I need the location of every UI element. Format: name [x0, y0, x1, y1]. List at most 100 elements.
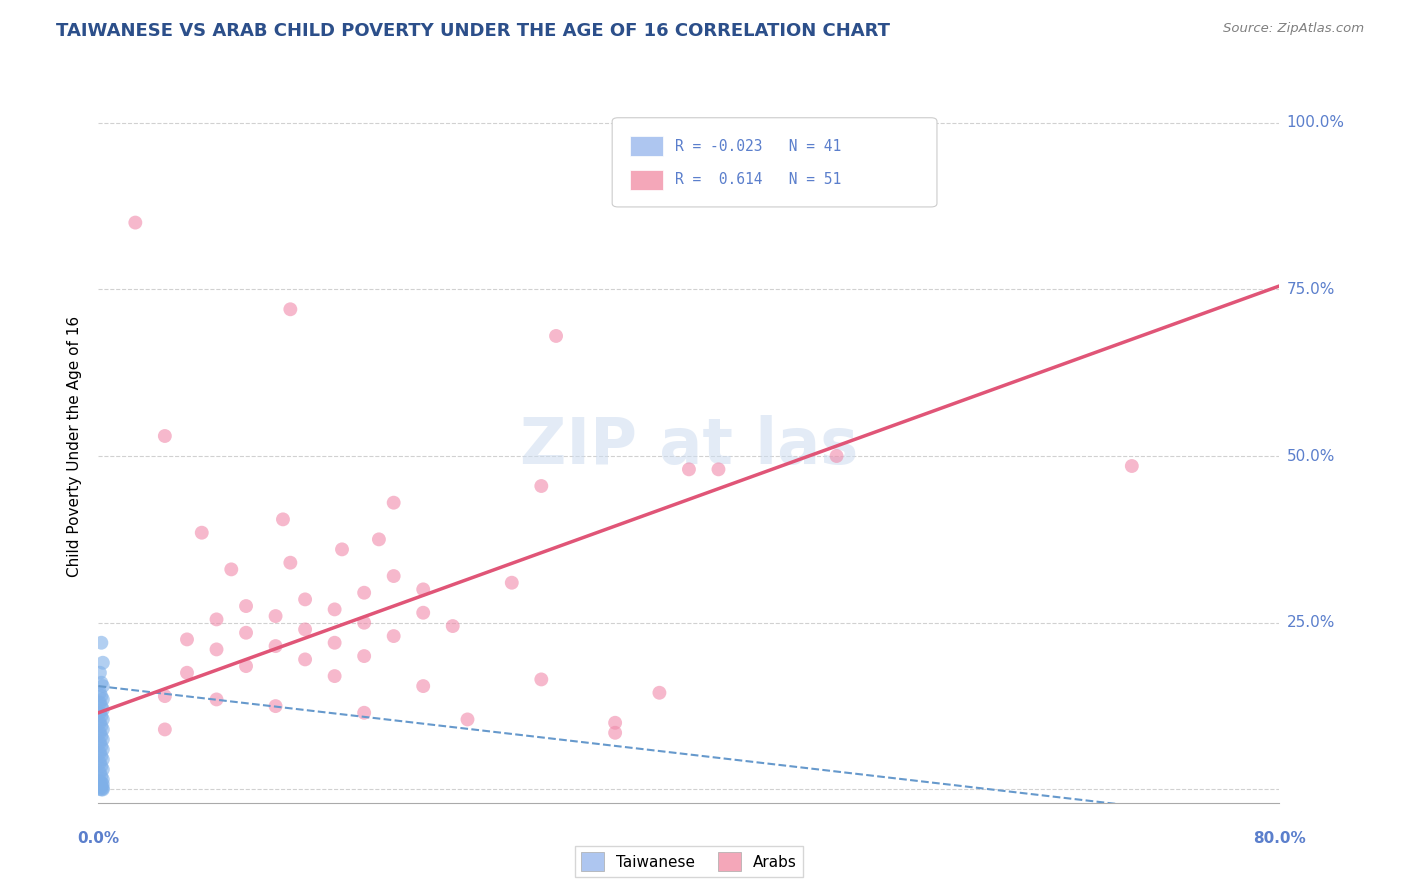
Point — [176, 665, 198, 680]
Point — [90, 689, 112, 703]
Point — [90, 780, 112, 794]
Point — [605, 715, 627, 730]
Point — [124, 216, 146, 230]
Point — [153, 429, 176, 443]
Point — [91, 763, 114, 777]
Point — [530, 479, 553, 493]
Point — [89, 774, 111, 789]
Point — [368, 533, 391, 547]
Point — [825, 449, 848, 463]
Text: Source: ZipAtlas.com: Source: ZipAtlas.com — [1223, 22, 1364, 36]
Point — [235, 659, 257, 673]
Point — [235, 599, 257, 613]
Point — [91, 752, 114, 766]
Text: R =  0.614   N = 51: R = 0.614 N = 51 — [675, 172, 841, 187]
Point — [707, 462, 730, 476]
Text: ZIP at las: ZIP at las — [520, 415, 858, 477]
Point — [353, 615, 375, 630]
Point — [264, 699, 287, 714]
Point — [91, 781, 114, 796]
Point — [530, 673, 553, 687]
Point — [294, 652, 316, 666]
Point — [353, 706, 375, 720]
Point — [91, 692, 114, 706]
Text: 80.0%: 80.0% — [1253, 831, 1306, 846]
Point — [278, 302, 302, 317]
Point — [90, 739, 112, 753]
Point — [91, 702, 114, 716]
Point — [90, 749, 112, 764]
Text: 100.0%: 100.0% — [1286, 115, 1344, 130]
Point — [353, 649, 375, 664]
Point — [153, 723, 176, 737]
Bar — [630, 169, 664, 190]
Point — [278, 556, 302, 570]
Point — [605, 725, 627, 739]
Point — [90, 719, 112, 733]
Point — [219, 562, 242, 576]
Point — [678, 462, 700, 476]
Point — [271, 512, 294, 526]
Point — [89, 725, 111, 739]
Point — [89, 746, 111, 760]
Point — [91, 777, 114, 791]
Point — [235, 625, 257, 640]
Point — [176, 632, 198, 647]
Point — [294, 623, 316, 637]
Bar — [630, 136, 664, 156]
Point — [294, 592, 316, 607]
Point — [90, 776, 112, 790]
FancyBboxPatch shape — [612, 118, 936, 207]
Point — [91, 723, 114, 737]
Point — [191, 525, 214, 540]
Point — [323, 602, 346, 616]
Point — [90, 675, 112, 690]
Point — [412, 679, 434, 693]
Point — [91, 713, 114, 727]
Point — [264, 609, 287, 624]
Text: 50.0%: 50.0% — [1286, 449, 1334, 464]
Point — [501, 575, 523, 590]
Point — [330, 542, 353, 557]
Point — [89, 736, 111, 750]
Text: 75.0%: 75.0% — [1286, 282, 1334, 297]
Point — [648, 686, 671, 700]
Point — [205, 612, 228, 626]
Point — [1121, 458, 1143, 473]
Point — [91, 772, 114, 787]
Point — [90, 709, 112, 723]
Point — [89, 665, 111, 680]
Point — [91, 782, 114, 797]
Point — [456, 713, 478, 727]
Text: R = -0.023   N = 41: R = -0.023 N = 41 — [675, 139, 841, 153]
Point — [89, 756, 111, 770]
Point — [90, 782, 112, 797]
Point — [91, 732, 114, 747]
Point — [382, 496, 405, 510]
Point — [90, 699, 112, 714]
Point — [323, 636, 346, 650]
Point — [90, 636, 112, 650]
Point — [382, 629, 405, 643]
Point — [89, 781, 111, 796]
Point — [90, 729, 112, 743]
Text: 0.0%: 0.0% — [77, 831, 120, 846]
Point — [264, 639, 287, 653]
Point — [441, 619, 464, 633]
Point — [205, 642, 228, 657]
Point — [91, 742, 114, 756]
Point — [89, 715, 111, 730]
Point — [91, 679, 114, 693]
Point — [91, 656, 114, 670]
Point — [89, 706, 111, 720]
Point — [412, 582, 434, 597]
Point — [412, 606, 434, 620]
Point — [153, 689, 176, 703]
Text: TAIWANESE VS ARAB CHILD POVERTY UNDER THE AGE OF 16 CORRELATION CHART: TAIWANESE VS ARAB CHILD POVERTY UNDER TH… — [56, 22, 890, 40]
Point — [89, 696, 111, 710]
Point — [382, 569, 405, 583]
Point — [90, 759, 112, 773]
Point — [89, 779, 111, 793]
Text: 25.0%: 25.0% — [1286, 615, 1334, 631]
Point — [353, 585, 375, 599]
